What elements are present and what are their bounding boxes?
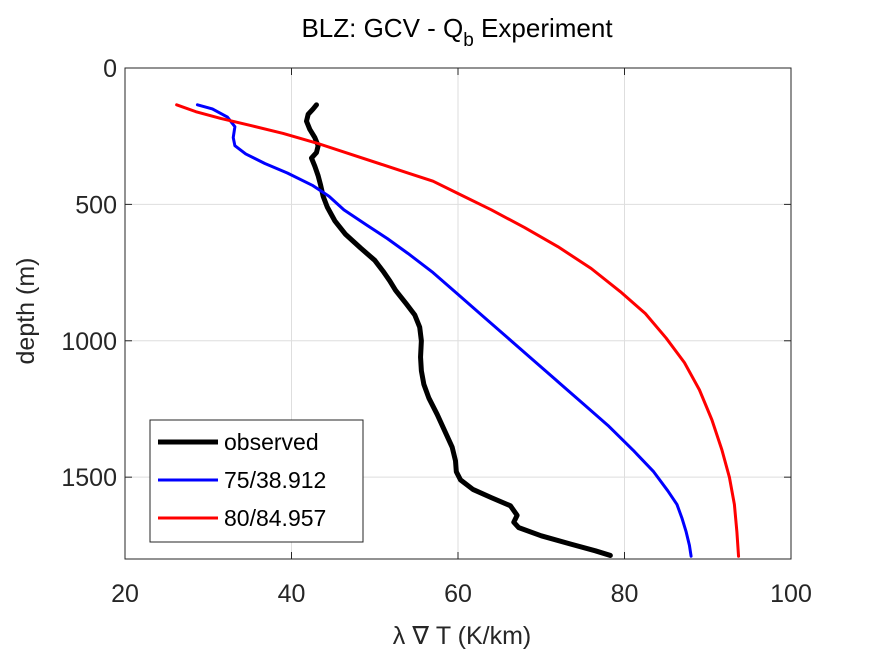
x-tick-label: 100 bbox=[770, 580, 812, 608]
chart-title: BLZ: GCV - Qb Experiment bbox=[301, 13, 613, 51]
y-tick-label: 0 bbox=[103, 55, 117, 83]
y-tick-label: 500 bbox=[75, 191, 117, 219]
series-line-3 bbox=[175, 103, 741, 558]
x-tick-labels: 20 40 60 80 100 bbox=[111, 580, 812, 608]
x-tick-label: 40 bbox=[278, 580, 306, 608]
legend-label-2: 75/38.912 bbox=[224, 467, 326, 493]
chart-title-subscript: b bbox=[463, 30, 474, 51]
chart-title-suffix: Experiment bbox=[474, 13, 613, 43]
series-line-2 bbox=[195, 103, 693, 558]
legend: observed 75/38.912 80/84.957 bbox=[149, 419, 364, 543]
y-tick-label: 1500 bbox=[61, 464, 117, 492]
chart-title-main: BLZ: GCV - Q bbox=[301, 13, 463, 43]
y-tick-label: 1000 bbox=[61, 328, 117, 356]
y-axis-label: depth (m) bbox=[12, 258, 40, 365]
legend-label-3: 80/84.957 bbox=[224, 505, 326, 531]
y-tick-labels: 0 500 1000 1500 bbox=[61, 55, 117, 492]
x-axis-label: λ ∇ T (K/km) bbox=[393, 622, 531, 650]
x-tick-label: 20 bbox=[111, 580, 139, 608]
x-tick-label: 80 bbox=[611, 580, 639, 608]
legend-label-1: observed bbox=[224, 429, 319, 455]
x-tick-label: 60 bbox=[444, 580, 472, 608]
series-lines bbox=[175, 102, 741, 558]
series-line-1 bbox=[303, 102, 613, 558]
tick-marks bbox=[124, 67, 792, 559]
